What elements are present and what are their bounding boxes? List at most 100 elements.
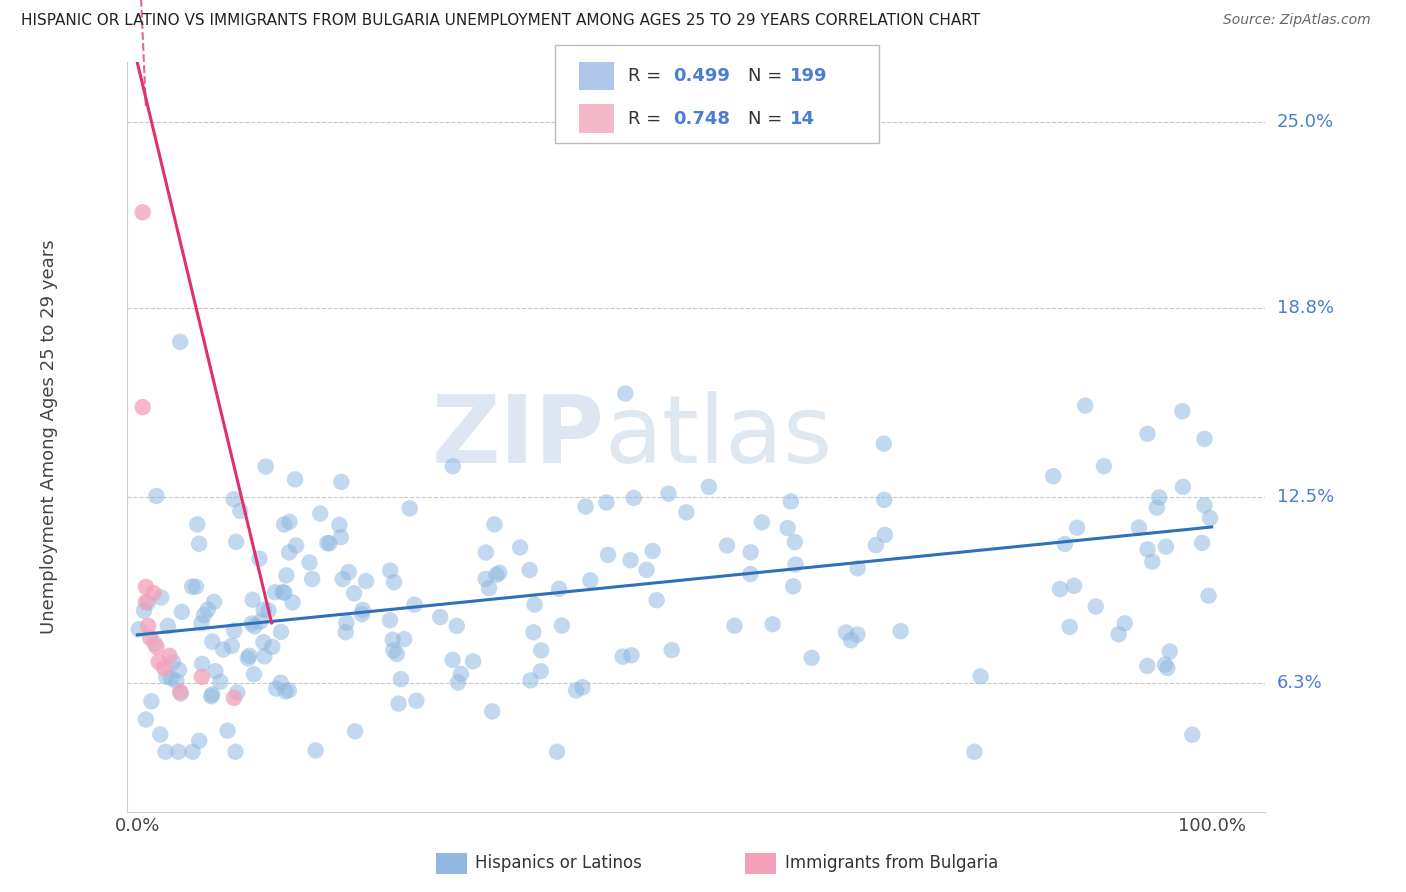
Point <box>131 400 153 414</box>
Text: N =: N = <box>748 110 787 128</box>
Point <box>193 608 215 623</box>
Point <box>243 667 266 681</box>
Point <box>224 745 246 759</box>
Point <box>484 517 506 532</box>
Point <box>264 681 287 696</box>
Point <box>387 697 409 711</box>
Point <box>224 624 246 638</box>
Point <box>201 688 224 702</box>
Point <box>217 723 239 738</box>
Point <box>254 459 277 474</box>
Point <box>240 616 263 631</box>
Point <box>141 694 163 708</box>
Point <box>1159 644 1181 658</box>
Text: 0.748: 0.748 <box>673 110 731 128</box>
Point <box>343 724 366 739</box>
Point <box>350 607 373 622</box>
Point <box>270 624 292 639</box>
Point <box>1049 582 1071 596</box>
Point <box>800 650 823 665</box>
Point <box>1194 499 1216 513</box>
Point <box>1136 426 1159 441</box>
Point <box>343 586 366 600</box>
Point <box>330 475 353 489</box>
Point <box>509 541 531 555</box>
Point <box>1059 620 1081 634</box>
Point <box>385 647 408 661</box>
Point <box>697 480 720 494</box>
Point <box>398 501 420 516</box>
Point <box>191 657 214 671</box>
Point <box>278 545 301 559</box>
Point <box>1108 627 1130 641</box>
Point <box>1063 579 1085 593</box>
Point <box>186 517 208 532</box>
Point <box>142 586 165 600</box>
Point <box>169 334 191 349</box>
Point <box>873 528 896 542</box>
Point <box>155 670 177 684</box>
Text: atlas: atlas <box>605 391 834 483</box>
Point <box>188 537 211 551</box>
Text: 0.499: 0.499 <box>673 67 730 85</box>
Point <box>316 536 339 550</box>
Point <box>332 572 354 586</box>
Point <box>148 655 170 669</box>
Point <box>1146 500 1168 515</box>
Point <box>160 671 183 685</box>
Point <box>1147 491 1170 505</box>
Point <box>623 491 645 505</box>
Point <box>131 205 153 219</box>
Point <box>1053 537 1076 551</box>
Text: 14: 14 <box>790 110 815 128</box>
Point <box>132 604 155 618</box>
Text: 6.3%: 6.3% <box>1277 673 1322 692</box>
Point <box>190 670 212 684</box>
Point <box>474 572 496 586</box>
Point <box>238 648 260 663</box>
Point <box>309 507 332 521</box>
Point <box>170 605 193 619</box>
Point <box>446 619 468 633</box>
Point <box>229 504 252 518</box>
Point <box>159 648 181 663</box>
Point <box>382 643 405 657</box>
Point <box>201 634 224 648</box>
Point <box>318 536 340 550</box>
Point <box>284 472 307 486</box>
Point <box>143 636 166 650</box>
Point <box>226 685 249 699</box>
Point <box>519 673 541 688</box>
Point <box>301 572 323 586</box>
Point <box>278 515 301 529</box>
Point <box>740 545 762 559</box>
Point <box>150 591 173 605</box>
Point <box>522 625 544 640</box>
Point <box>645 593 668 607</box>
Point <box>461 654 484 668</box>
Point <box>169 685 191 699</box>
Point <box>277 683 299 698</box>
Point <box>184 580 207 594</box>
Point <box>478 581 501 595</box>
Point <box>782 579 804 593</box>
Point <box>404 598 426 612</box>
Point <box>1191 536 1213 550</box>
Text: Immigrants from Bulgaria: Immigrants from Bulgaria <box>785 855 998 872</box>
Point <box>1136 659 1159 673</box>
Point <box>1066 521 1088 535</box>
Point <box>281 595 304 609</box>
Point <box>740 567 762 582</box>
Point <box>389 672 412 686</box>
Point <box>380 564 402 578</box>
Point <box>481 705 503 719</box>
Point <box>264 585 287 599</box>
Point <box>136 619 159 633</box>
Text: R =: R = <box>628 67 668 85</box>
Point <box>335 615 357 630</box>
Point <box>249 551 271 566</box>
Point <box>450 667 472 681</box>
Point <box>475 545 498 559</box>
Point <box>212 642 235 657</box>
Point <box>1154 657 1177 672</box>
